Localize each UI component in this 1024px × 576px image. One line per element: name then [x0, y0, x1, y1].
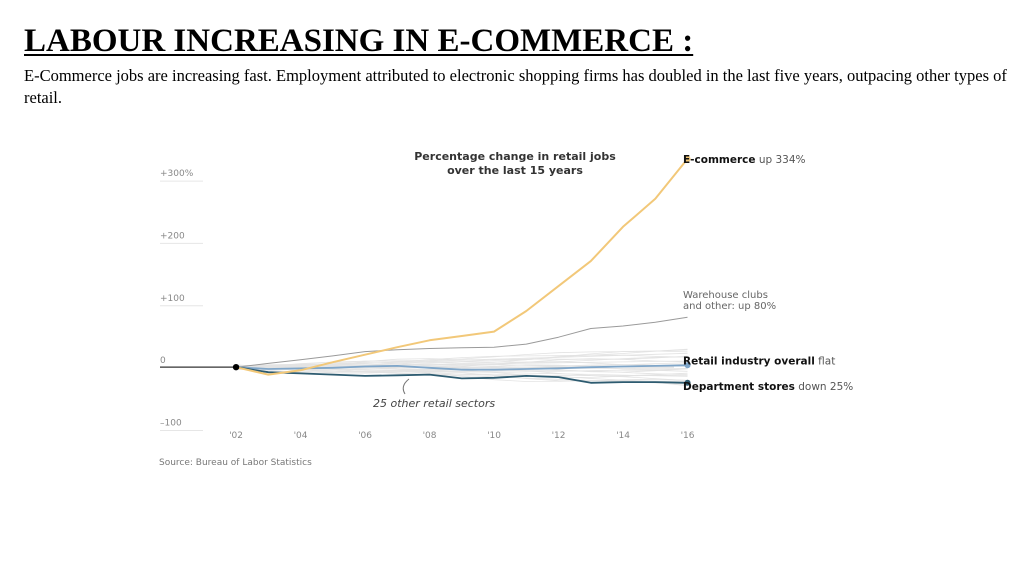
y-tick-label: 0	[160, 356, 166, 366]
other-sector-line	[235, 349, 688, 369]
slide-title: LABOUR INCREASING IN E-COMMERCE :	[24, 23, 694, 59]
ecommerce-line	[235, 158, 689, 376]
other-sector-line	[235, 350, 688, 369]
chart-title-line: Percentage change in retail jobs	[414, 150, 616, 163]
slide-body-text: E-Commerce jobs are increasing fast. Emp…	[24, 66, 1007, 107]
x-tick-label: '16	[681, 431, 695, 441]
other-sector-line	[235, 348, 688, 367]
department-end-label: Department stores down 25%	[683, 381, 853, 393]
chart-title-line: over the last 15 years	[447, 164, 583, 177]
x-tick-label: '04	[294, 431, 308, 441]
x-tick-label: '10	[487, 431, 501, 441]
other-sector-line	[235, 364, 688, 382]
retail_overall-end-label: Retail industry overall flat	[683, 355, 835, 367]
x-tick-label: '12	[552, 431, 566, 441]
retail_overall-end-point	[684, 362, 691, 369]
department-end-point	[684, 379, 691, 386]
other-sectors-annotation: 25 other retail sectors	[373, 397, 495, 410]
ecommerce-end-point	[684, 155, 691, 162]
warehouse-line	[235, 316, 688, 368]
ecommerce-end-label: E-commerce up 334%	[683, 154, 806, 166]
other-sector-line	[235, 360, 688, 368]
x-tick-label: '06	[358, 431, 372, 441]
other-sector-line	[235, 366, 688, 385]
other-sector-line	[235, 352, 688, 368]
warehouse-end-label: and other: up 80%	[683, 301, 776, 312]
department-line	[235, 366, 688, 384]
x-tick-label: '08	[423, 431, 437, 441]
other-sector-line	[235, 366, 688, 387]
y-tick-label: +100	[160, 294, 185, 304]
y-tick-label: +200	[160, 231, 185, 241]
x-tick-label: '02	[229, 431, 243, 441]
y-tick-label: +300%	[160, 169, 194, 179]
start-point	[232, 363, 240, 371]
chart-source: Source: Bureau of Labor Statistics	[159, 458, 312, 468]
y-tick-label: –100	[160, 419, 182, 429]
annotation-pointer	[402, 378, 410, 395]
x-tick-label: '14	[616, 431, 630, 441]
warehouse-end-label: Warehouse clubs	[683, 290, 768, 301]
